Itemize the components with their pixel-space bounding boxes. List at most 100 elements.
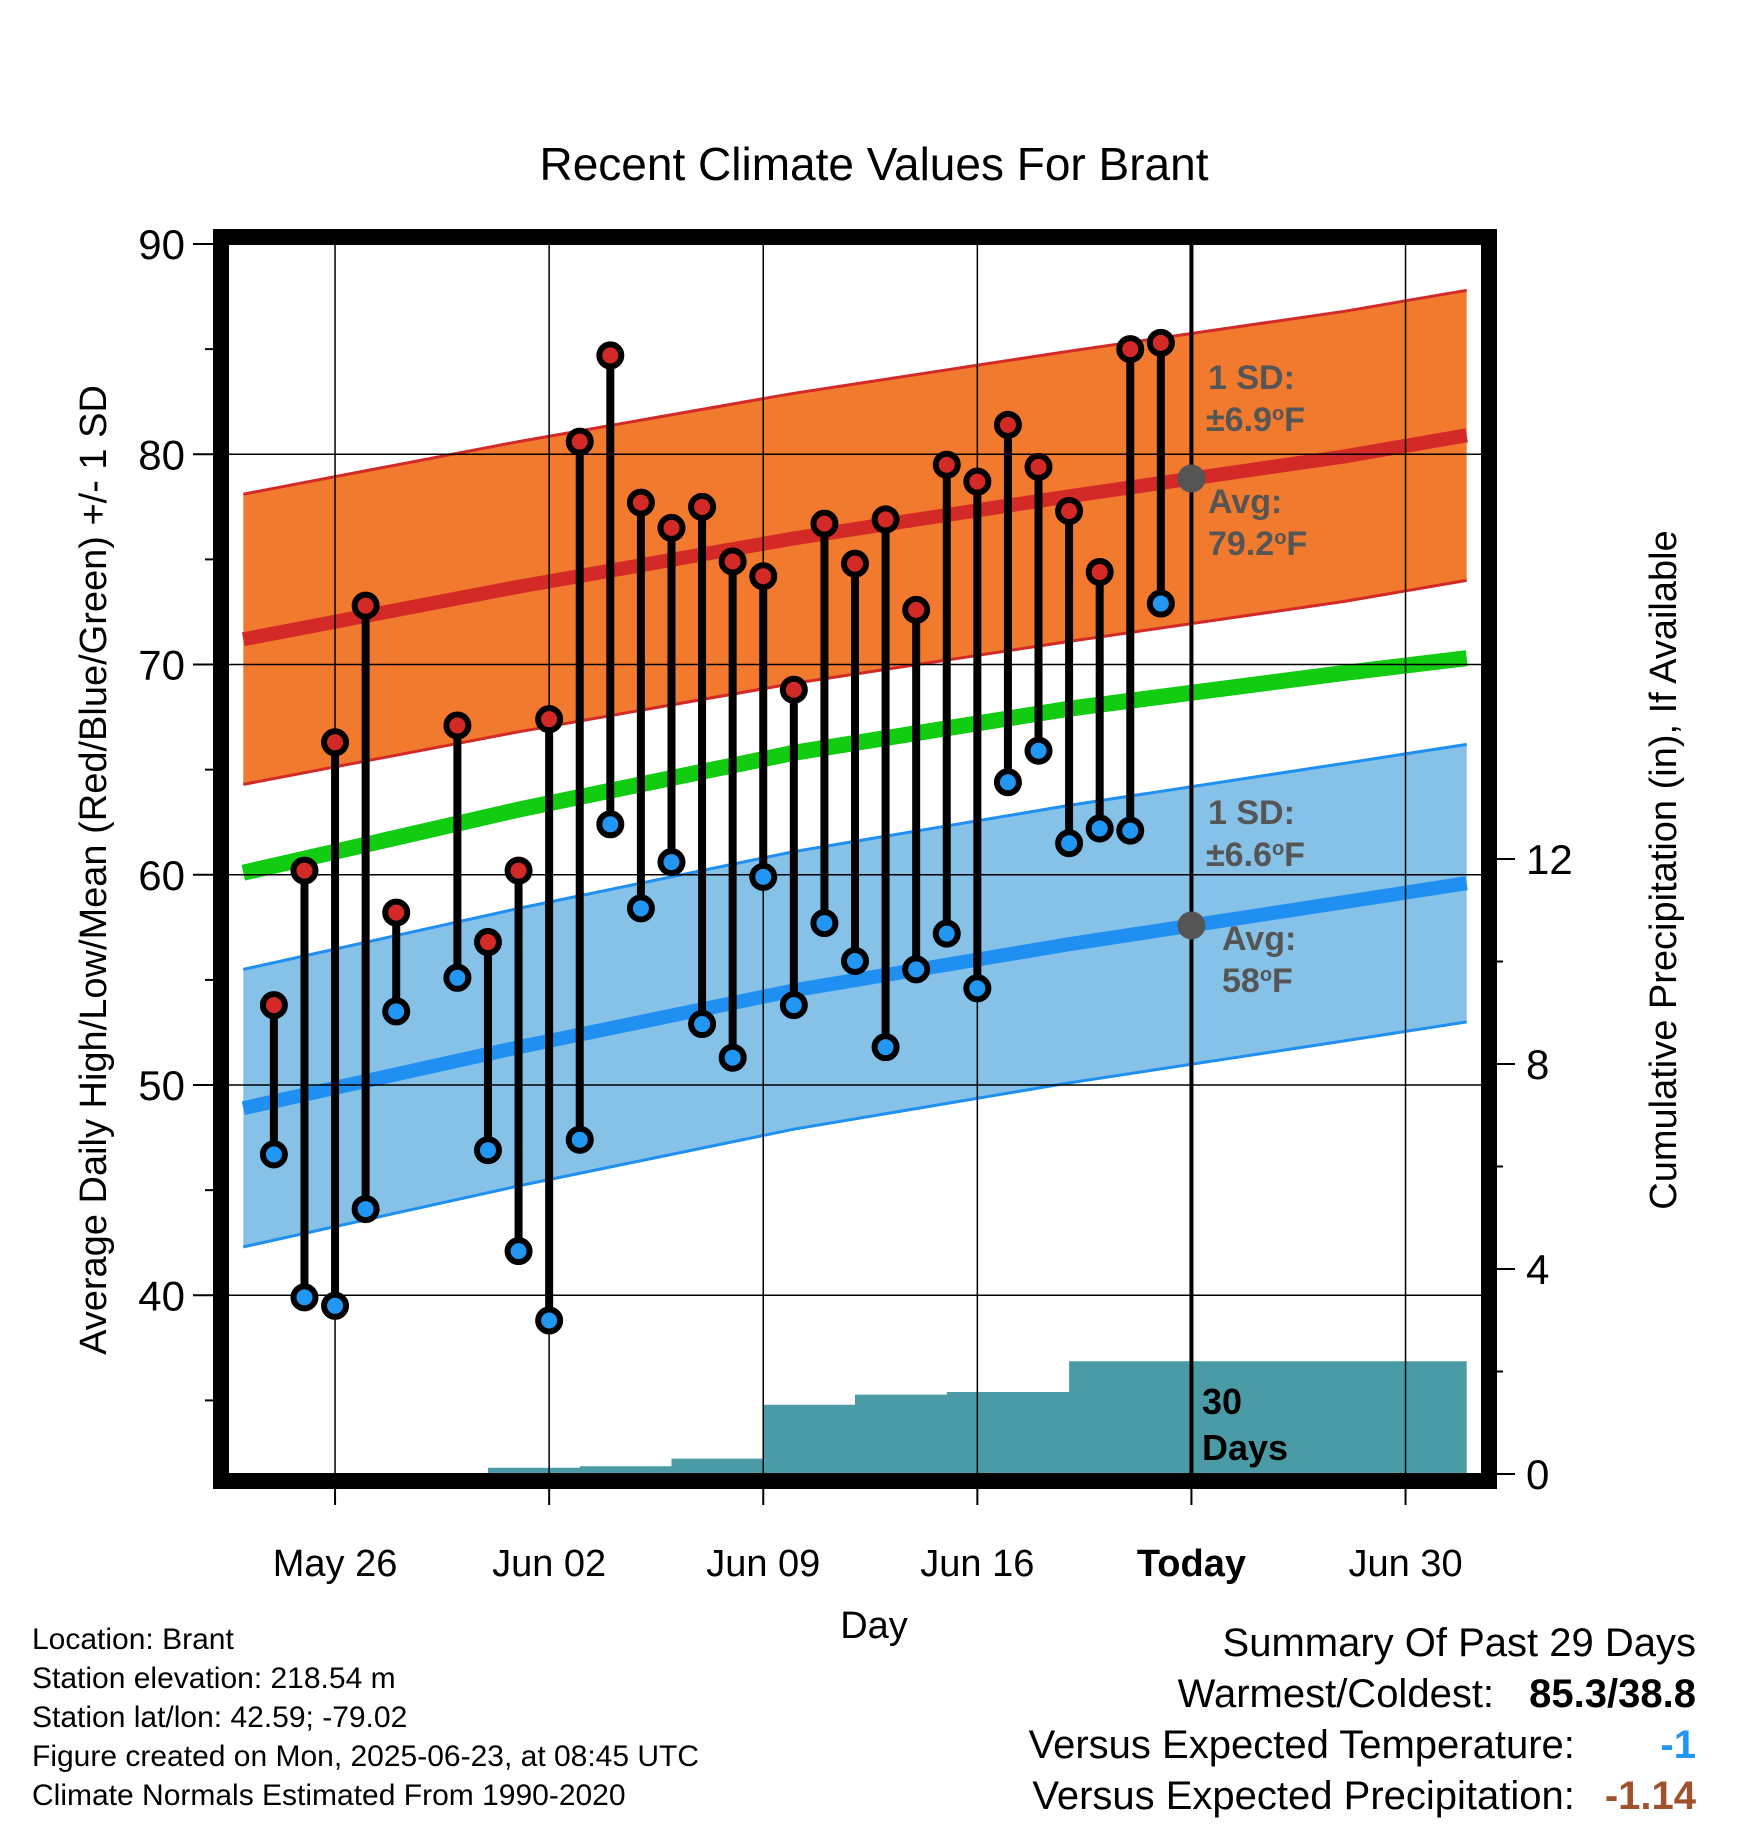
daily-high-point xyxy=(535,705,564,734)
daily-low-point xyxy=(688,1010,717,1039)
x-axis-label: Day xyxy=(840,1605,908,1647)
daily-low-point xyxy=(902,955,931,984)
daily-low-point xyxy=(963,974,992,1003)
daily-high-point xyxy=(718,547,747,576)
mean-avg-line xyxy=(241,650,1468,881)
daily-low-point xyxy=(993,768,1022,797)
high-sd-upper-edge xyxy=(243,288,1467,496)
daily-low-point xyxy=(473,1136,502,1165)
daily-low-point xyxy=(1116,816,1145,845)
daily-high-point xyxy=(565,427,594,456)
daily-low-point xyxy=(1024,736,1053,765)
x-tick-label: Today xyxy=(1137,1543,1246,1585)
daily-low-point xyxy=(504,1237,533,1266)
high-sd-value-part: F xyxy=(1284,401,1305,439)
high-avg-value-part: 79.2 xyxy=(1208,525,1274,563)
daily-low-point xyxy=(779,991,808,1020)
low-avg-value-part: o xyxy=(1260,964,1272,986)
versus-temp-row: Versus Expected Temperature: -1 xyxy=(1029,1720,1696,1771)
daily-low-point xyxy=(657,848,686,877)
daily-low-point xyxy=(626,894,655,923)
summary-panel: Summary Of Past 29 Days Warmest/Coldest:… xyxy=(1029,1618,1696,1822)
daily-high-point xyxy=(841,549,869,578)
daily-low-point xyxy=(535,1306,564,1335)
daily-high-point xyxy=(1116,335,1145,364)
daily-low-point xyxy=(259,1140,288,1169)
y-tick-label: 50 xyxy=(138,1062,185,1109)
low-sd-value-part: o xyxy=(1272,838,1284,860)
low-avg-value-part: 58 xyxy=(1222,962,1260,1000)
today-low-avg-marker xyxy=(1177,911,1206,940)
high-sd-value-part: ±6.9 xyxy=(1206,401,1272,439)
low-avg-label: Avg: xyxy=(1222,920,1296,958)
daily-high-point xyxy=(657,513,686,542)
daily-high-point xyxy=(596,341,625,370)
y-tick-label: 40 xyxy=(138,1272,185,1319)
daily-high-point xyxy=(382,898,411,927)
low-sd-value: ±6.6oF xyxy=(1206,836,1305,874)
created-text: Figure created on Mon, 2025-06-23, at 08… xyxy=(32,1740,700,1773)
daily-low-point xyxy=(321,1291,350,1320)
daily-low-point xyxy=(1146,589,1175,618)
x-tick-label: Jun 16 xyxy=(920,1543,1034,1585)
high-sd-lower-edge xyxy=(243,578,1467,786)
daily-high-point xyxy=(321,728,350,757)
daily-high-point xyxy=(688,492,717,521)
versus-precip-value: -1.14 xyxy=(1604,1774,1696,1818)
low-avg-value: 58oF xyxy=(1222,962,1293,1000)
daily-high-point xyxy=(351,591,380,620)
warmest-coldest-value: 85.3/38.8 xyxy=(1529,1672,1696,1716)
high-avg-value-part: o xyxy=(1274,527,1286,549)
y2-tick-label: 0 xyxy=(1526,1451,1549,1498)
daily-high-point xyxy=(626,488,655,517)
daily-high-point xyxy=(259,991,288,1020)
daily-low-point xyxy=(382,997,411,1026)
versus-precip-row: Versus Expected Precipitation: -1.14 xyxy=(1029,1771,1696,1822)
low-sd-label-part: 1 SD: xyxy=(1208,794,1295,832)
summary-title: Summary Of Past 29 Days xyxy=(1222,1621,1696,1665)
warmest-coldest-label: Warmest/Coldest: xyxy=(1177,1672,1495,1716)
precip-area xyxy=(228,1361,1467,1474)
y2-axis-label: Cumulative Precipitation (in), If Availa… xyxy=(1643,530,1685,1209)
latlon-text: Station lat/lon: 42.59; -79.02 xyxy=(32,1701,408,1734)
daily-low-point xyxy=(1055,829,1084,858)
daily-high-point xyxy=(871,505,900,534)
days-label-line2: Days xyxy=(1202,1427,1288,1468)
high-avg-value: 79.2oF xyxy=(1208,525,1307,563)
low-sd-lower-edge xyxy=(242,1020,1467,1249)
low-sd-value-part: ±6.6 xyxy=(1206,836,1272,874)
x-tick-label: Jun 09 xyxy=(706,1543,820,1585)
daily-high-point xyxy=(1055,497,1084,526)
daily-low-point xyxy=(932,919,961,948)
low-avg-line xyxy=(241,876,1468,1116)
low-avg-label-part: Avg: xyxy=(1222,920,1296,958)
daily-high-point xyxy=(290,856,319,885)
warmest-coldest-row: Warmest/Coldest: 85.3/38.8 xyxy=(1029,1669,1696,1720)
daily-high-point xyxy=(932,450,961,479)
high-sd-label-part: 1 SD: xyxy=(1208,359,1295,397)
daily-high-point xyxy=(993,410,1022,439)
station-info: Location: Brant Station elevation: 218.5… xyxy=(32,1620,699,1815)
y-tick-label: 70 xyxy=(138,642,185,689)
x-tick-label: Jun 30 xyxy=(1348,1543,1462,1585)
plot-content xyxy=(228,244,1482,1474)
today-high-avg-marker xyxy=(1177,464,1206,493)
versus-precip-label: Versus Expected Precipitation: xyxy=(1032,1774,1575,1818)
high-sd-value: ±6.9oF xyxy=(1206,401,1305,439)
daily-low-point xyxy=(290,1283,319,1312)
daily-high-point xyxy=(1085,558,1114,586)
axes: 40 50 60 70 80 90 0 4 8 12 May 26 Jun 02 Jun 09 Jun 1… xyxy=(138,221,1572,1585)
y-tick-label: 90 xyxy=(138,221,185,268)
days-label-line1: 30 xyxy=(1202,1381,1242,1422)
daily-low-point xyxy=(1085,814,1114,843)
elevation-text: Station elevation: 218.54 m xyxy=(32,1662,396,1695)
daily-high-point xyxy=(1146,328,1175,357)
daily-low-point xyxy=(596,810,625,839)
high-sd-value-part: o xyxy=(1272,403,1284,425)
daily-high-point xyxy=(443,711,472,740)
low-sd-value-part: F xyxy=(1284,836,1305,874)
daily-high-point xyxy=(779,675,808,704)
daily-low-point xyxy=(841,946,869,975)
high-avg-label-part: Avg: xyxy=(1208,483,1282,521)
